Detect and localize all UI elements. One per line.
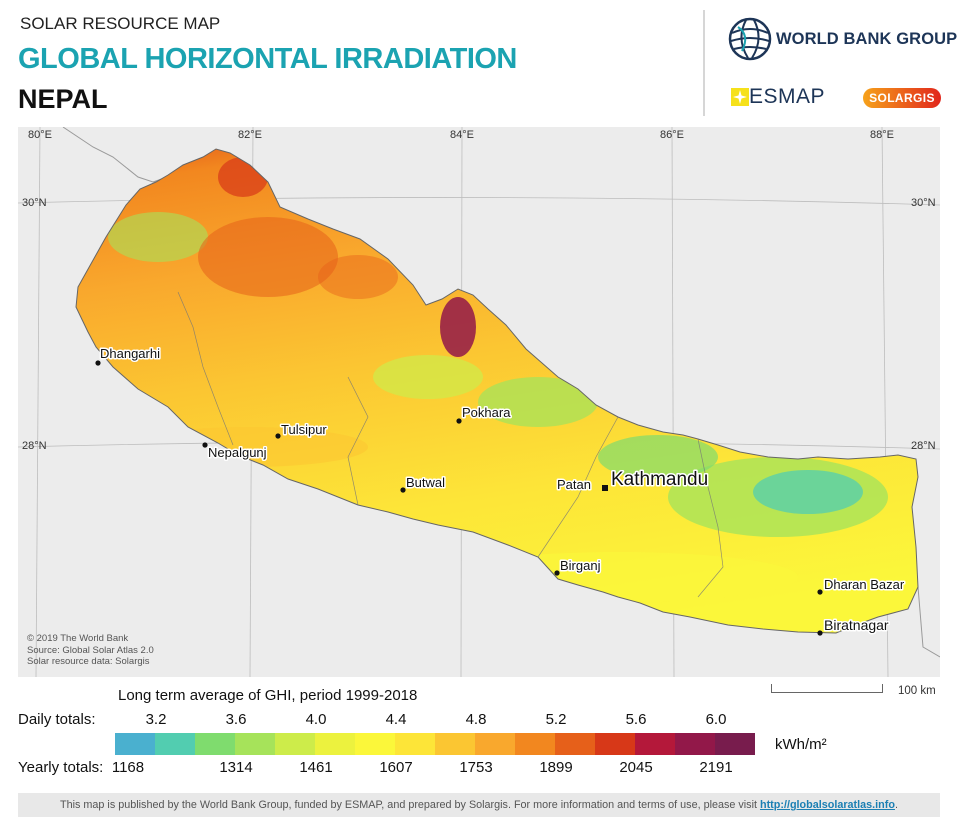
longitude-label-82: 82°E (238, 129, 262, 141)
longitude-label-88: 88°E (870, 129, 894, 141)
legend-swatch (555, 733, 595, 755)
daily-value: 4.0 (305, 711, 327, 728)
province-borders (177, 291, 724, 598)
nepal-border (75, 148, 919, 634)
credit-line: Solar resource data: Solargis (27, 656, 150, 667)
city-marker-butwal (400, 487, 406, 493)
city-markers (95, 360, 823, 636)
globe-icon (728, 17, 772, 61)
scale-bar (771, 684, 883, 693)
credit-line: Source: Global Solar Atlas 2.0 (27, 644, 154, 656)
yearly-value: 1461 (299, 759, 333, 776)
sun-star-icon (731, 88, 749, 106)
solargis-logo: SOLARGIS (863, 88, 941, 108)
city-label-birganj: Birganj (560, 558, 601, 573)
longitude-label-84: 84°E (450, 129, 474, 141)
longitude-label-80: 80°E (28, 129, 52, 141)
capital-marker-kathmandu (602, 485, 608, 491)
yearly-value: 2045 (619, 759, 653, 776)
city-marker-tulsipur (275, 433, 281, 439)
legend-swatch (635, 733, 675, 755)
latitude-label-30-left: 30°N (22, 197, 47, 209)
border-line (62, 127, 174, 183)
daily-value: 3.6 (225, 711, 247, 728)
legend-swatch (715, 733, 755, 755)
country-name: NEPAL (18, 84, 108, 114)
city-marker-pokhara (456, 418, 462, 424)
daily-value: 5.6 (625, 711, 647, 728)
footer-text: This map is published by the World Bank … (60, 799, 757, 811)
ghi-map: Dhangarhi Tulsipur Nepalgunj Pokhara But… (18, 127, 940, 677)
daily-value: 3.2 (145, 711, 167, 728)
city-label-dhangarhi: Dhangarhi (100, 346, 160, 361)
city-label-tulsipur: Tulsipur (281, 422, 327, 437)
legend-swatch (355, 733, 395, 755)
legend-swatch (435, 733, 475, 755)
legend-swatch (515, 733, 555, 755)
latitude-label-28-left: 28°N (22, 440, 47, 452)
daily-totals-label: Daily totals: (18, 711, 96, 728)
city-label-dharan-bazar: Dharan Bazar (824, 577, 905, 592)
city-label-patan: Patan (557, 477, 591, 492)
city-marker-birganj (554, 570, 560, 576)
legend-swatch (275, 733, 315, 755)
footer-end: . (894, 799, 898, 811)
legend-swatch (675, 733, 715, 755)
yearly-totals-label: Yearly totals: (18, 759, 104, 776)
world-bank-logo-text: WORLD BANK GROUP (776, 30, 958, 48)
esmap-logo-text: ESMAP (749, 85, 826, 108)
legend-unit: kWh/m² (775, 736, 827, 753)
capital-label-kathmandu: Kathmandu (611, 469, 708, 490)
daily-value: 5.2 (545, 711, 567, 728)
scale-label: 100 km (898, 685, 936, 697)
legend-color-bar (115, 733, 755, 755)
yearly-value: 1607 (379, 759, 413, 776)
map-area[interactable]: Dhangarhi Tulsipur Nepalgunj Pokhara But… (18, 127, 940, 677)
legend-swatch (115, 733, 155, 755)
footer-note: This map is published by the World Bank … (18, 793, 940, 817)
legend-swatch (155, 733, 195, 755)
yearly-value: 2191 (699, 759, 733, 776)
legend-caption: Long term average of GHI, period 1999-20… (118, 687, 418, 704)
city-label-nepalgunj: Nepalgunj (208, 445, 267, 460)
map-credits: © 2019 The World Bank Source: Global Sol… (27, 633, 154, 668)
legend-swatch (475, 733, 515, 755)
latitude-label-30-right: 30°N (911, 197, 936, 209)
nepal-irradiation-field (76, 149, 918, 633)
legend-swatch (235, 733, 275, 755)
yearly-value: 1314 (219, 759, 253, 776)
legend-swatch (595, 733, 635, 755)
legend-swatch (195, 733, 235, 755)
yearly-value: 1899 (539, 759, 573, 776)
legend-swatch (315, 733, 355, 755)
credit-line: © 2019 The World Bank (27, 633, 129, 644)
longitude-label-86: 86°E (660, 129, 684, 141)
map-kicker: SOLAR RESOURCE MAP (20, 14, 221, 33)
city-marker-dhangarhi (95, 360, 101, 366)
yearly-value: 1168 (111, 759, 145, 776)
border-line (917, 586, 940, 658)
latitude-label-28-right: 28°N (911, 440, 936, 452)
city-marker-biratnagar (817, 630, 823, 636)
legend-swatch (395, 733, 435, 755)
daily-value: 4.8 (465, 711, 487, 728)
daily-value: 4.4 (385, 711, 407, 728)
daily-value: 6.0 (705, 711, 727, 728)
city-marker-nepalgunj (202, 442, 208, 448)
yearly-value: 1753 (459, 759, 493, 776)
footer-link[interactable]: http://globalsolaratlas.info (759, 799, 895, 811)
map-title: GLOBAL HORIZONTAL IRRADIATION (18, 43, 517, 75)
city-label-butwal: Butwal (406, 475, 445, 490)
city-marker-dharan-bazar (817, 589, 823, 595)
city-label-pokhara: Pokhara (462, 405, 511, 420)
header-divider (703, 10, 705, 116)
city-label-biratnagar: Biratnagar (824, 617, 889, 633)
